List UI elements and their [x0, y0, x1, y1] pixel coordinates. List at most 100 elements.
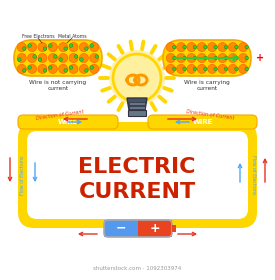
Circle shape	[197, 53, 206, 62]
Text: Flow of Electrons: Flow of Electrons	[20, 155, 24, 195]
Circle shape	[239, 64, 248, 73]
Circle shape	[235, 56, 238, 60]
Bar	[138, 220, 172, 237]
Text: ELECTRIC: ELECTRIC	[78, 157, 196, 177]
Circle shape	[224, 45, 228, 49]
Text: −: −	[116, 222, 126, 235]
Circle shape	[187, 53, 196, 62]
Text: Free Electrons: Free Electrons	[22, 34, 54, 39]
Circle shape	[33, 55, 36, 58]
Circle shape	[28, 53, 37, 62]
Circle shape	[183, 67, 186, 71]
Text: Direction of Current: Direction of Current	[36, 109, 84, 121]
Circle shape	[187, 43, 196, 52]
Circle shape	[214, 45, 218, 49]
Circle shape	[193, 56, 197, 60]
Circle shape	[48, 64, 57, 73]
Circle shape	[43, 69, 47, 72]
FancyBboxPatch shape	[27, 131, 248, 219]
Circle shape	[69, 43, 78, 52]
Circle shape	[38, 64, 47, 73]
Circle shape	[79, 58, 83, 61]
Circle shape	[187, 64, 196, 73]
Circle shape	[69, 44, 73, 47]
Circle shape	[23, 69, 26, 72]
Bar	[104, 220, 138, 237]
Circle shape	[218, 53, 227, 62]
FancyBboxPatch shape	[148, 115, 257, 129]
Circle shape	[245, 56, 249, 60]
Circle shape	[172, 45, 176, 49]
Circle shape	[228, 43, 237, 52]
Circle shape	[38, 58, 42, 61]
Circle shape	[69, 66, 73, 69]
Circle shape	[204, 56, 207, 60]
Circle shape	[90, 44, 94, 47]
Circle shape	[166, 64, 175, 73]
Circle shape	[183, 56, 186, 60]
Text: Flow of Electrons: Flow of Electrons	[251, 155, 255, 195]
Circle shape	[28, 44, 31, 47]
Bar	[129, 102, 145, 105]
Circle shape	[235, 67, 238, 71]
Circle shape	[172, 67, 176, 71]
Circle shape	[43, 47, 47, 50]
Circle shape	[239, 43, 248, 52]
Circle shape	[48, 44, 52, 47]
Circle shape	[177, 64, 186, 73]
Circle shape	[172, 56, 176, 60]
Circle shape	[214, 56, 218, 60]
Circle shape	[245, 67, 249, 71]
Circle shape	[245, 45, 249, 49]
Circle shape	[38, 53, 47, 62]
Circle shape	[59, 53, 68, 62]
Text: Metal Atoms: Metal Atoms	[58, 34, 86, 39]
Circle shape	[218, 43, 227, 52]
Circle shape	[228, 53, 237, 62]
Circle shape	[17, 53, 26, 62]
Circle shape	[204, 67, 207, 71]
Circle shape	[193, 45, 197, 49]
Circle shape	[28, 43, 37, 52]
Circle shape	[208, 43, 217, 52]
Circle shape	[90, 64, 99, 73]
Circle shape	[90, 43, 99, 52]
Bar	[172, 225, 176, 232]
Circle shape	[183, 45, 186, 49]
Text: shutterstock.com · 1092303974: shutterstock.com · 1092303974	[93, 265, 181, 270]
Circle shape	[79, 64, 88, 73]
Text: +: +	[150, 222, 160, 235]
Circle shape	[18, 58, 21, 61]
Circle shape	[177, 43, 186, 52]
Text: Wire is carrying
current: Wire is carrying current	[184, 80, 230, 91]
Circle shape	[228, 64, 237, 73]
Circle shape	[197, 64, 206, 73]
Text: WIRE: WIRE	[192, 120, 213, 125]
Circle shape	[48, 53, 57, 62]
Circle shape	[109, 50, 165, 106]
Circle shape	[85, 69, 88, 72]
Circle shape	[54, 55, 57, 58]
FancyBboxPatch shape	[18, 122, 257, 228]
Circle shape	[218, 64, 227, 73]
Circle shape	[64, 69, 67, 72]
Circle shape	[38, 43, 47, 52]
Circle shape	[208, 64, 217, 73]
Bar	[128, 110, 146, 116]
Circle shape	[28, 64, 37, 73]
Circle shape	[17, 64, 26, 73]
Bar	[129, 106, 145, 109]
Circle shape	[235, 45, 238, 49]
Circle shape	[79, 43, 88, 52]
FancyBboxPatch shape	[163, 40, 251, 76]
Circle shape	[208, 53, 217, 62]
Circle shape	[224, 56, 228, 60]
Text: Wire is not carrying
current: Wire is not carrying current	[29, 80, 87, 91]
Circle shape	[17, 43, 26, 52]
Text: Direction of Current: Direction of Current	[186, 109, 234, 121]
Circle shape	[90, 66, 94, 69]
Circle shape	[166, 43, 175, 52]
Circle shape	[214, 67, 218, 71]
Text: +: +	[256, 53, 264, 63]
Circle shape	[90, 53, 99, 62]
